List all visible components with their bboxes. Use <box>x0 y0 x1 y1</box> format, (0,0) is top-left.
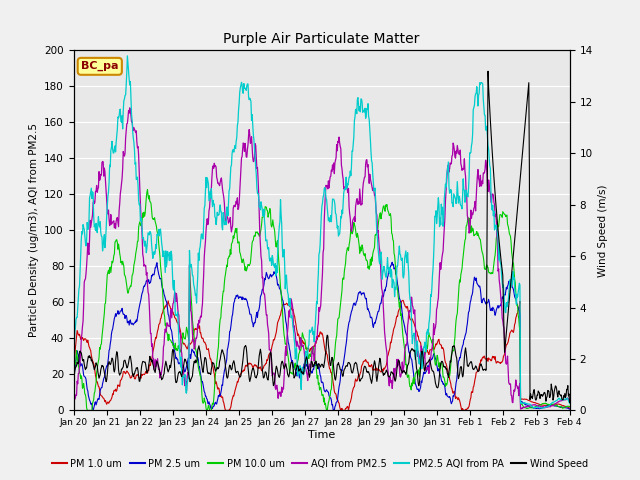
X-axis label: Time: Time <box>308 430 335 440</box>
Text: BC_pa: BC_pa <box>81 61 118 72</box>
Legend: PM 1.0 um, PM 2.5 um, PM 10.0 um, AQI from PM2.5, PM2.5 AQI from PA, Wind Speed: PM 1.0 um, PM 2.5 um, PM 10.0 um, AQI fr… <box>48 455 592 473</box>
Y-axis label: Particle Density (ug/m3), AQI from PM2.5: Particle Density (ug/m3), AQI from PM2.5 <box>29 123 38 337</box>
Y-axis label: Wind Speed (m/s): Wind Speed (m/s) <box>598 184 608 276</box>
Title: Purple Air Particulate Matter: Purple Air Particulate Matter <box>223 33 420 47</box>
